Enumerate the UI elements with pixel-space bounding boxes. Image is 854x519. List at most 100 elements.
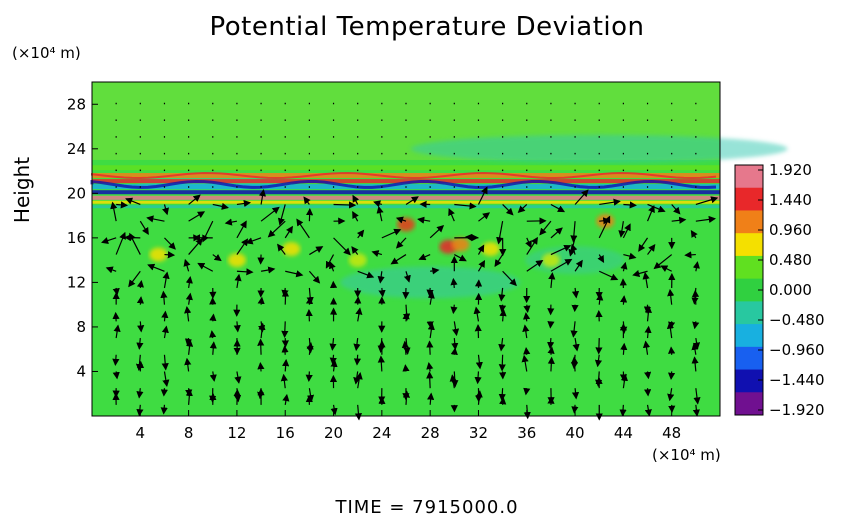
wind-arrow (418, 253, 431, 261)
wind-arrow (306, 338, 314, 354)
wind-arrow (548, 272, 556, 289)
colorbar-tick-label: −1.440 (769, 371, 825, 389)
wind-arrow (454, 254, 467, 262)
y-tick-label: 16 (67, 229, 86, 247)
wind-arrow (426, 287, 434, 297)
wind-arrow (498, 337, 506, 352)
wind-arrow (547, 356, 555, 372)
wind-arrow (426, 340, 434, 355)
wind-arrow (644, 404, 652, 417)
wind-arrow (185, 276, 193, 289)
y-tick-label: 28 (67, 95, 86, 113)
wind-arrow (381, 228, 402, 239)
wind-arrow (234, 273, 242, 289)
colorbar-tick-label: 1.440 (769, 191, 812, 209)
wind-arrow (378, 287, 386, 298)
wind-arrow (667, 371, 676, 381)
wind-arrow (395, 237, 407, 249)
wind-arrow (257, 296, 265, 305)
wind-arrow (474, 371, 482, 385)
x-tick-label: 28 (421, 424, 440, 442)
colorbar-tick-label: 0.960 (769, 221, 812, 239)
wind-arrow (352, 194, 360, 205)
wind-arrow (128, 270, 141, 288)
x-axis-unit: (×10⁴ m) (652, 446, 721, 464)
wind-arrow (417, 216, 431, 224)
shear-band (92, 165, 720, 171)
colorbar-segment (735, 210, 763, 234)
wind-arrow (162, 271, 170, 289)
wind-arrow (160, 290, 168, 305)
wind-arrow (162, 204, 170, 216)
wind-arrow (494, 254, 504, 268)
wind-arrow (212, 202, 229, 210)
wind-arrow (236, 220, 247, 239)
wind-arrow (502, 204, 514, 216)
wind-arrow (692, 404, 700, 417)
wind-arrow (257, 361, 265, 372)
x-tick-label: 4 (136, 424, 146, 442)
x-tick-label: 40 (566, 424, 585, 442)
colorbar-tick-label: −0.960 (769, 341, 825, 359)
wind-arrow (668, 321, 676, 330)
wind-arrow (390, 254, 407, 265)
wind-arrow (550, 244, 572, 256)
wind-arrow (137, 321, 145, 333)
wind-arrow (184, 357, 192, 372)
wind-arrow (197, 262, 214, 272)
wind-arrow (690, 229, 698, 239)
wind-arrow (660, 265, 672, 272)
wind-arrow (427, 392, 435, 405)
wind-arrow (353, 354, 362, 366)
colorbar-segment (735, 369, 763, 393)
shear-band (92, 179, 720, 184)
wind-arrow (296, 218, 310, 239)
x-tick-label: 36 (517, 424, 536, 442)
wind-arrow (184, 337, 193, 346)
x-tick-label: 48 (662, 424, 681, 442)
wind-arrow (653, 254, 673, 270)
wind-arrow (450, 347, 458, 356)
x-tick-label: 44 (614, 424, 633, 442)
wind-arrow (642, 271, 650, 289)
wind-arrow (146, 215, 165, 223)
wind-arrow (502, 270, 517, 287)
wind-arrow (475, 354, 483, 370)
x-tick-label: 8 (184, 424, 194, 442)
wind-arrow (188, 194, 201, 205)
wind-arrow (212, 253, 222, 262)
x-tick-label: 32 (469, 424, 488, 442)
wind-arrow (236, 199, 252, 208)
colorbar-segment (735, 324, 763, 348)
wind-arrow (105, 266, 117, 274)
wind-arrow (426, 321, 434, 329)
wind-arrow (599, 198, 621, 206)
chart-title: Potential Temperature Deviation (209, 12, 645, 42)
colorbar-segment (735, 278, 763, 302)
y-tick-label: 4 (76, 362, 86, 380)
wind-arrow (571, 404, 579, 414)
colorbar-segment (735, 392, 763, 416)
wind-arrow (257, 338, 265, 355)
colorbar-tick-label: 0.480 (769, 251, 812, 269)
wind-arrow (352, 211, 359, 222)
wind-arrow (547, 338, 555, 350)
wind-arrow (209, 371, 217, 382)
wind-arrow (620, 295, 628, 305)
wind-arrow (448, 208, 455, 222)
wind-arrow (183, 258, 191, 272)
wind-arrow (353, 371, 361, 385)
wind-arrow (160, 388, 168, 397)
wind-arrow (281, 321, 289, 339)
wind-arrow (164, 251, 176, 259)
wind-arrow (395, 216, 407, 224)
wind-arrow (113, 324, 121, 339)
wind-arrow (523, 347, 531, 355)
wind-arrow (692, 261, 700, 272)
warm-anomaly (348, 253, 367, 268)
wind-arrow (209, 313, 217, 322)
wind-arrow (691, 356, 699, 372)
wind-arrow (112, 354, 120, 367)
wind-arrow (547, 321, 555, 329)
wind-arrow (233, 321, 241, 333)
